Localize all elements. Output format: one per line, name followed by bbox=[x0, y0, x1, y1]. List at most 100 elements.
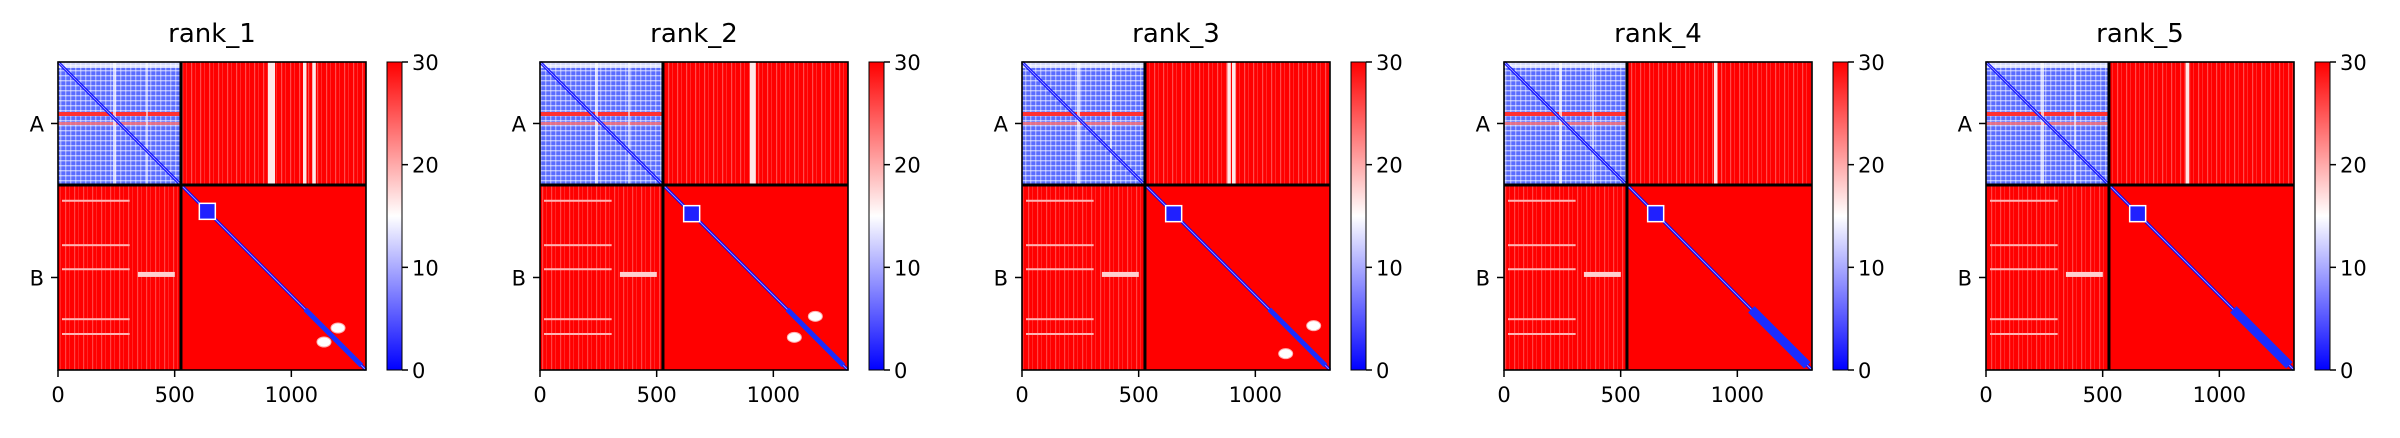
a-white-column bbox=[146, 62, 148, 185]
low-confidence-streak bbox=[1227, 62, 1231, 185]
inter-chain-block-ba bbox=[1986, 184, 2109, 370]
diagonal-domain-blob bbox=[2128, 204, 2147, 223]
chain-label: B bbox=[512, 266, 526, 290]
chain-label: B bbox=[30, 266, 44, 290]
x-tick-label: 500 bbox=[1119, 383, 1159, 407]
colorbar-tick-label: 0 bbox=[894, 359, 907, 383]
ba-band bbox=[1583, 271, 1621, 277]
a-red-band bbox=[1504, 112, 1627, 116]
a-white-column bbox=[628, 62, 630, 185]
ba-band bbox=[1026, 268, 1094, 271]
panel-frame bbox=[57, 61, 367, 371]
ba-band bbox=[1990, 244, 2058, 247]
ba-band bbox=[62, 318, 130, 321]
ba-band bbox=[1026, 244, 1094, 247]
inter-chain-block-ab bbox=[1626, 62, 1812, 185]
ba-band bbox=[1026, 332, 1094, 335]
diagonal-domain-blob bbox=[1164, 204, 1183, 223]
a-edge-band bbox=[1986, 62, 2109, 68]
x-tick-label: 0 bbox=[533, 383, 546, 407]
a-white-column bbox=[595, 62, 598, 185]
colorbar bbox=[1832, 61, 1849, 371]
a-red-band bbox=[540, 112, 663, 116]
x-tick-label: 0 bbox=[1015, 383, 1028, 407]
colorbar-tick-label: 20 bbox=[1376, 154, 1403, 178]
ba-band bbox=[1990, 332, 2058, 335]
a-white-column bbox=[1077, 62, 1080, 185]
chain-label: A bbox=[512, 112, 527, 136]
colorbar-tick-label: 30 bbox=[1376, 51, 1403, 75]
low-confidence-streak bbox=[1232, 62, 1236, 185]
low-confidence-streak bbox=[750, 62, 754, 185]
heatmap-panel: rank_5 A B 0 500 1000 0 10 20 30 bbox=[1958, 19, 2367, 407]
colorbar-tick-label: 0 bbox=[2340, 359, 2353, 383]
ba-band bbox=[1508, 199, 1576, 202]
ba-band bbox=[1508, 268, 1576, 271]
colorbar bbox=[868, 61, 885, 371]
ba-band bbox=[1026, 318, 1094, 321]
offdiag-spot bbox=[316, 336, 332, 348]
ba-band bbox=[544, 332, 612, 335]
offdiag-spot bbox=[1278, 348, 1294, 360]
x-tick-label: 0 bbox=[51, 383, 64, 407]
panel-title: rank_1 bbox=[168, 19, 256, 49]
panel-title: rank_2 bbox=[650, 19, 738, 49]
colorbar-tick-label: 30 bbox=[2340, 51, 2367, 75]
a-white-column bbox=[113, 62, 116, 185]
ba-band bbox=[62, 332, 130, 335]
diagonal-tail bbox=[1267, 307, 1328, 368]
colorbar-tick-label: 0 bbox=[1376, 359, 1389, 383]
colorbar bbox=[386, 61, 403, 371]
x-tick-label: 1000 bbox=[1711, 383, 1764, 407]
panel-frame bbox=[539, 61, 849, 371]
ba-band bbox=[1508, 318, 1576, 321]
inter-chain-block-ab bbox=[1144, 62, 1330, 185]
panel-frame bbox=[1021, 61, 1331, 371]
diagonal-domain-blob bbox=[682, 204, 701, 223]
diagonal-domain-blob bbox=[1646, 204, 1665, 223]
colorbar-tick-label: 30 bbox=[894, 51, 921, 75]
a-edge-band bbox=[1022, 62, 1145, 68]
a-red-band bbox=[58, 112, 181, 116]
chain-label: B bbox=[1476, 266, 1490, 290]
diagonal-domain-blob bbox=[198, 202, 217, 221]
colorbar-tick-label: 20 bbox=[412, 154, 439, 178]
a-white-column bbox=[1559, 62, 1562, 185]
panel-frame bbox=[1503, 61, 1813, 371]
x-tick-label: 1000 bbox=[747, 383, 800, 407]
colorbar-tick-label: 10 bbox=[894, 256, 921, 280]
colorbar bbox=[1350, 61, 1367, 371]
a-white-column bbox=[2041, 62, 2044, 185]
low-confidence-streak bbox=[1714, 62, 1718, 185]
x-tick-label: 500 bbox=[637, 383, 677, 407]
heatmap-panel: rank_4 A B 0 500 1000 0 10 20 30 bbox=[1476, 19, 1885, 407]
ba-band bbox=[1026, 199, 1094, 202]
inter-chain-block-ba bbox=[1022, 184, 1145, 370]
ba-band bbox=[1990, 199, 2058, 202]
ba-band bbox=[1101, 271, 1139, 277]
ba-band bbox=[1990, 318, 2058, 321]
ba-band bbox=[62, 268, 130, 271]
offdiag-spot bbox=[330, 322, 346, 334]
low-confidence-streak bbox=[271, 62, 275, 185]
panel-title: rank_4 bbox=[1614, 19, 1702, 49]
low-confidence-streak bbox=[268, 62, 272, 185]
chain-label: B bbox=[994, 266, 1008, 290]
a-red-band bbox=[1022, 112, 1145, 116]
a-edge-band bbox=[540, 62, 663, 68]
ba-band bbox=[544, 268, 612, 271]
a-white-column bbox=[1110, 62, 1112, 185]
panel-title: rank_5 bbox=[2096, 19, 2184, 49]
offdiag-spot bbox=[1306, 320, 1322, 332]
colorbar-tick-label: 30 bbox=[1858, 51, 1885, 75]
ba-band bbox=[62, 199, 130, 202]
ba-band bbox=[62, 244, 130, 247]
offdiag-spot bbox=[807, 310, 823, 322]
low-confidence-streak bbox=[752, 62, 756, 185]
chain-label: A bbox=[1958, 112, 1973, 136]
chain-label: B bbox=[1958, 266, 1972, 290]
ba-band bbox=[137, 271, 175, 277]
a-white-column bbox=[1592, 62, 1594, 185]
colorbar-tick-label: 10 bbox=[1858, 256, 1885, 280]
